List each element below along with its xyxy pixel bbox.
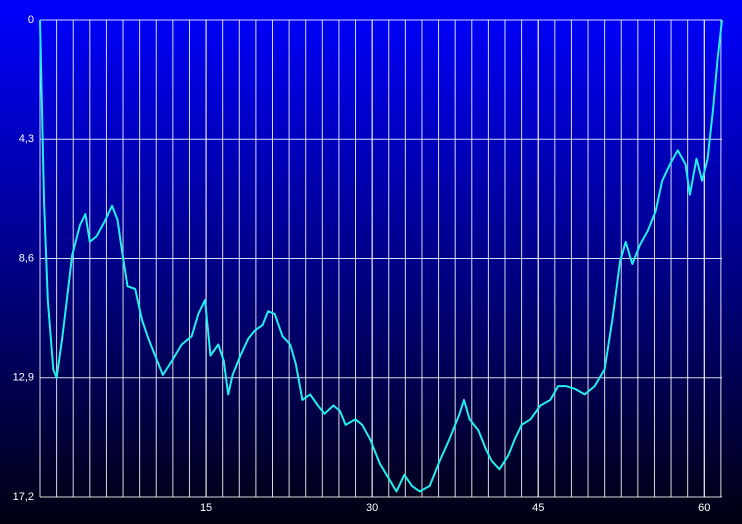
x-tick-label: 30 [366,502,378,514]
x-tick-label: 15 [200,502,212,514]
plot: 0 4,3 8,6 12,9 17,2 15 30 45 60 [13,14,723,514]
x-tick-label: 45 [532,502,544,514]
y-tick-label: 8,6 [19,252,34,264]
y-tick-label: 0 [28,14,34,26]
y-tick-label: 12,9 [13,372,34,384]
x-tick-label: 60 [698,502,710,514]
y-tick-label: 17,2 [13,491,34,503]
y-tick-label: 4,3 [19,133,34,145]
depth-line [39,19,723,493]
grid [39,19,722,498]
